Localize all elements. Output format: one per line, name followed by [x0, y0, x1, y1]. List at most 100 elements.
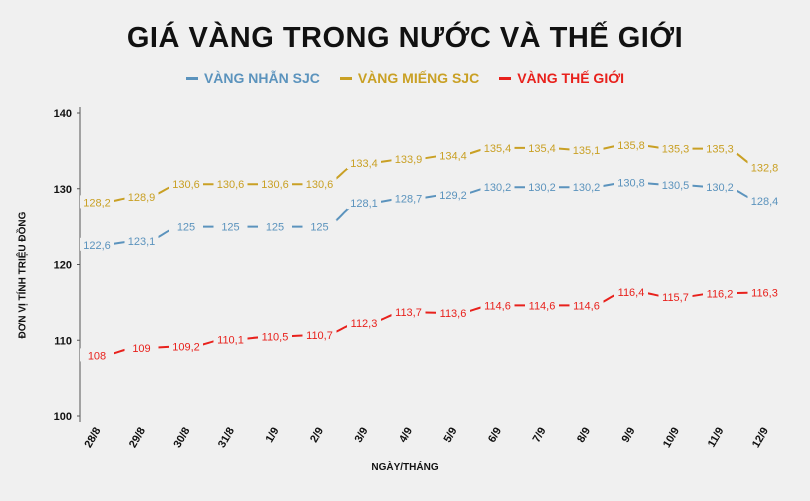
data-label-bg [436, 187, 470, 201]
data-label-bg [347, 196, 381, 210]
data-label: 130,6 [217, 179, 245, 191]
data-label: 128,1 [350, 198, 378, 210]
data-label-bg [525, 298, 559, 312]
data-label-bg [658, 177, 693, 191]
data-label-bg [347, 315, 381, 329]
data-label-bg [525, 140, 559, 154]
data-label-bg [124, 234, 159, 248]
data-label: 109 [132, 343, 150, 355]
data-label: 130,6 [261, 179, 289, 191]
data-label: 135,3 [706, 144, 734, 156]
legend-swatch-icon [339, 76, 352, 80]
data-label: 135,4 [528, 143, 556, 155]
data-label-bg [480, 140, 515, 154]
data-label: 134,4 [439, 150, 467, 162]
chart-legend: VÀNG NHẪN SJC VÀNG MIẾNG SJC VÀNG THẾ GI… [0, 70, 810, 86]
x-tick-label: 12/9 [750, 426, 771, 451]
y-tick-label: 110 [54, 335, 72, 347]
data-label-bg [169, 177, 203, 191]
data-label-bg [258, 219, 292, 233]
data-label: 132,8 [751, 163, 779, 175]
data-label: 122,6 [83, 240, 111, 252]
data-label-bg [480, 298, 515, 312]
legend-swatch-icon [185, 76, 198, 80]
data-label-bg [80, 237, 114, 251]
data-label: 114,6 [529, 300, 556, 312]
data-label-bg [436, 305, 470, 319]
x-tick-label: 4/9 [397, 426, 415, 445]
data-label: 135,8 [617, 140, 645, 152]
legend-label: VÀNG NHẪN SJC [203, 70, 320, 86]
data-label-bg [213, 177, 248, 191]
data-label-bg [569, 143, 604, 157]
x-tick-label: 10/9 [661, 426, 682, 451]
y-tick-label: 140 [54, 108, 72, 120]
data-label: 109,2 [172, 341, 200, 353]
legend-label: VÀNG MIẾNG SJC [357, 70, 480, 86]
x-tick-label: 29/8 [127, 426, 148, 451]
data-label: 125 [221, 222, 239, 234]
data-label: 110,5 [262, 331, 289, 343]
series-line [96, 181, 765, 246]
data-label: 130,8 [617, 178, 645, 190]
x-tick-label: 8/9 [575, 426, 593, 445]
series-line [96, 290, 765, 357]
data-label: 128,2 [83, 197, 111, 209]
x-axis-label: NGÀY/THÁNG [371, 462, 439, 473]
data-label-bg [614, 137, 648, 151]
data-label-bg [391, 305, 426, 319]
data-label: 113,7 [395, 307, 422, 319]
data-label: 133,9 [395, 154, 423, 166]
data-label-bg [80, 195, 114, 209]
data-label-bg [569, 298, 604, 312]
data-label: 125 [177, 222, 195, 234]
data-label-bg [480, 180, 515, 194]
data-label-bg [169, 219, 203, 233]
y-tick-label: 120 [54, 260, 72, 272]
data-label-bg [658, 290, 693, 304]
data-label-bg [614, 175, 648, 189]
data-label-bg [302, 219, 337, 233]
x-tick-label: 31/8 [216, 426, 237, 451]
data-label-bg [213, 219, 248, 233]
data-label: 130,5 [662, 180, 690, 192]
data-label: 114,6 [484, 300, 511, 312]
data-label: 128,4 [751, 196, 779, 208]
data-label: 133,4 [350, 158, 378, 170]
data-label: 125 [266, 222, 284, 234]
x-tick-label: 2/9 [308, 426, 326, 445]
data-label: 110,7 [306, 330, 333, 342]
legend-item-vang-mieng: VÀNG MIẾNG SJC [339, 70, 480, 86]
data-label: 113,6 [440, 308, 467, 320]
legend-label: VÀNG THẾ GIỚI [517, 70, 625, 86]
y-tick-label: 130 [54, 184, 72, 196]
y-axis-label: ĐƠN VỊ TÍNH TRIỆU ĐỒNG [17, 211, 29, 339]
data-label-bg [703, 141, 737, 155]
data-label: 108 [88, 350, 106, 362]
data-label: 114,6 [573, 300, 600, 312]
data-label: 135,1 [573, 145, 601, 157]
data-label: 116,4 [618, 287, 645, 299]
data-label-bg [124, 190, 159, 204]
chart-title: GIÁ VÀNG TRONG NƯỚC VÀ THẾ GIỚI [126, 22, 684, 54]
data-label: 128,9 [128, 192, 156, 204]
data-label: 135,3 [662, 144, 690, 156]
data-label: 130,2 [484, 182, 512, 194]
data-label-bg [169, 339, 203, 353]
data-label: 110,1 [217, 334, 244, 346]
data-label: 123,1 [128, 236, 156, 248]
x-tick-label: 1/9 [264, 426, 282, 445]
data-label: 130,6 [306, 179, 334, 191]
data-label-bg [436, 148, 470, 162]
y-tick-label: 100 [54, 411, 72, 423]
data-label-bg [703, 180, 737, 194]
data-label-bg [213, 332, 248, 346]
data-label: 130,2 [573, 182, 601, 194]
x-tick-label: 30/8 [171, 426, 192, 451]
data-label: 115,7 [662, 292, 689, 304]
data-label: 116,3 [751, 288, 778, 300]
x-tick-label: 7/9 [531, 426, 549, 445]
data-label: 125 [310, 222, 328, 234]
data-label-bg [703, 286, 737, 300]
